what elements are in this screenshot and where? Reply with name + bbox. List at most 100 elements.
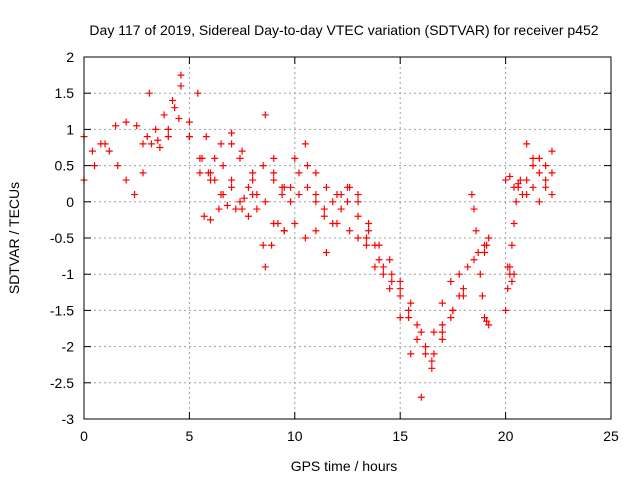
data-point [455,270,463,278]
y-tick-label: 0.5 [55,158,75,174]
data-point [287,183,295,191]
data-point [185,133,193,141]
data-point [154,136,162,144]
series-arc-c [139,82,472,358]
data-point [386,285,394,293]
data-point [249,176,257,184]
data-point [438,321,446,329]
data-point [417,393,425,401]
data-point [217,140,225,148]
data-point [371,241,379,249]
data-point [287,198,295,206]
data-point [301,140,309,148]
tick-labels: 0 5 10 15 20 25 -3 -2.5 -2 -1.5 -1 -0.5 0 0.5 1 1.5 2 [50,49,619,444]
y-tick-label: 0 [66,194,74,210]
data-point [139,140,147,148]
data-point [470,256,478,264]
data-point [196,169,204,177]
data-point [249,169,257,177]
data-point [396,277,404,285]
data-point [211,154,219,162]
data-point [228,176,236,184]
data-point [236,154,244,162]
data-point [548,169,556,177]
data-point [523,140,531,148]
data-point [261,111,269,119]
data-point [388,270,396,278]
data-point [344,198,351,206]
data-point [152,125,160,133]
data-point [379,270,387,278]
data-point [365,227,373,235]
data-point [270,176,278,184]
data-point [417,328,425,336]
data-point [278,183,286,191]
data-point [365,220,373,228]
data-point [303,162,311,170]
data-point [249,191,257,199]
data-point [481,248,489,256]
data-point [312,191,320,199]
data-point [523,191,531,199]
data-point [244,183,252,191]
data-point [371,263,379,271]
y-tick-label: -1 [62,266,75,282]
grid-lines [84,57,611,419]
data-point [219,191,227,199]
data-point [232,205,240,213]
data-point [529,183,537,191]
series-arc-l [523,147,556,184]
data-point [542,183,550,191]
data-point [202,133,210,141]
data-point [421,350,429,358]
data-point [438,328,446,336]
data-point [542,162,550,170]
data-point [421,343,429,351]
data-point [508,241,516,249]
data-point [407,350,415,358]
data-point [312,169,320,177]
data-point [346,227,354,235]
y-tick-label: -1.5 [50,302,74,318]
data-point [259,241,267,249]
data-point [131,191,139,199]
data-point [301,234,309,242]
series-arc-i [502,176,524,314]
data-point [354,212,362,220]
data-point [548,147,556,155]
data-point [156,144,164,151]
data-point [510,270,518,278]
y-tick-label: -2.5 [50,375,74,391]
data-point [459,285,467,293]
data-point [502,176,510,184]
data-point [337,205,345,213]
data-point [407,299,415,307]
chart-title: Day 117 of 2019, Sidereal Day-to-day VTE… [89,22,598,38]
series-arc-e [200,191,257,224]
data-point [295,191,303,199]
data-point [204,169,212,177]
data-point [143,133,151,141]
data-point [396,314,404,322]
series-arc-b [80,115,467,401]
series-arc-j [502,172,526,199]
data-point [329,220,337,228]
data-point [529,162,537,170]
data-point [362,241,370,249]
data-point [291,220,299,228]
axis-ticks [83,56,612,420]
data-point [274,220,282,228]
x-tick-label: 0 [80,428,88,444]
data-point [449,306,457,314]
series-arc-m [523,140,556,184]
data-point [478,292,486,300]
data-point [211,176,219,184]
data-point [145,89,153,97]
data-point [481,314,489,322]
data-point [133,122,141,130]
data-point [244,212,252,220]
data-point [455,292,463,300]
data-point [160,111,168,119]
data-point [529,154,537,162]
data-point [228,183,236,191]
